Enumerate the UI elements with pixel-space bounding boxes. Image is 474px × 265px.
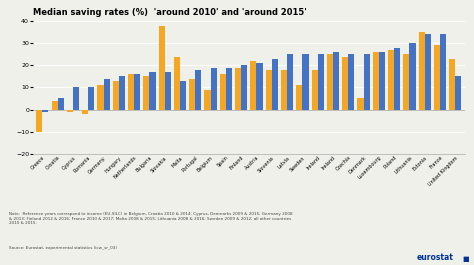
Bar <box>302 54 309 109</box>
Bar <box>88 87 94 109</box>
Bar <box>73 87 79 109</box>
Bar <box>440 34 446 109</box>
Bar <box>256 63 263 109</box>
Bar <box>311 70 318 109</box>
Bar <box>98 85 103 109</box>
Bar <box>287 54 293 109</box>
Bar <box>250 61 256 109</box>
Bar <box>143 76 149 109</box>
Bar <box>410 43 416 109</box>
Bar <box>379 52 385 109</box>
Bar <box>449 59 456 109</box>
Bar <box>174 56 180 109</box>
Bar <box>134 74 140 109</box>
Text: eurostat: eurostat <box>417 253 454 262</box>
Bar <box>220 74 226 109</box>
Bar <box>342 56 348 109</box>
Bar <box>58 99 64 109</box>
Bar <box>67 109 73 112</box>
Bar <box>394 48 400 109</box>
Bar <box>403 54 410 109</box>
Bar <box>113 81 119 109</box>
Bar <box>456 76 462 109</box>
Text: Median saving rates (%)  'around 2010' and 'around 2015': Median saving rates (%) 'around 2010' an… <box>33 8 307 17</box>
Bar <box>189 79 195 109</box>
Bar <box>165 72 171 109</box>
Bar <box>425 34 431 109</box>
Bar <box>241 65 247 109</box>
Bar <box>52 101 58 109</box>
Bar <box>82 109 88 114</box>
Bar <box>388 50 394 109</box>
Bar <box>318 54 324 109</box>
Bar <box>149 72 155 109</box>
Bar <box>103 79 109 109</box>
Bar <box>204 90 210 109</box>
Text: Note:  Reference years correspond to income (EU-SILC) in Belgium, Croatia 2010 &: Note: Reference years correspond to inco… <box>9 212 293 225</box>
Bar <box>195 70 201 109</box>
Bar <box>235 68 241 109</box>
Bar <box>281 70 287 109</box>
Bar <box>128 74 134 109</box>
Bar <box>333 52 339 109</box>
Text: Source: Eurostat, experimental statistics (icw_sr_03): Source: Eurostat, experimental statistic… <box>9 246 118 250</box>
Bar <box>180 81 186 109</box>
Bar <box>159 26 165 109</box>
Bar <box>265 70 272 109</box>
Bar <box>119 76 125 109</box>
Bar <box>327 54 333 109</box>
Bar <box>210 68 217 109</box>
Bar <box>226 68 232 109</box>
Bar <box>364 54 370 109</box>
Bar <box>296 85 302 109</box>
Text: ■: ■ <box>462 256 469 262</box>
Bar <box>42 109 48 112</box>
Bar <box>36 109 42 132</box>
Bar <box>272 59 278 109</box>
Bar <box>419 32 425 109</box>
Bar <box>348 54 355 109</box>
Bar <box>373 52 379 109</box>
Bar <box>434 46 440 109</box>
Bar <box>357 99 364 109</box>
